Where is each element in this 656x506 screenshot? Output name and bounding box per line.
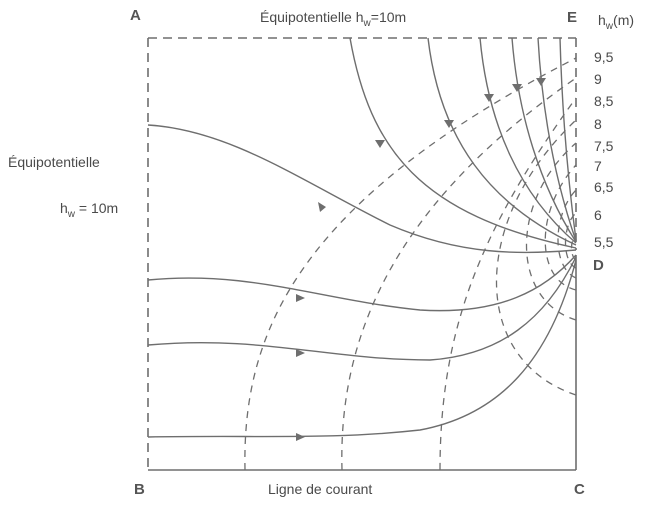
bottom-streamline-label: Ligne de courant bbox=[268, 481, 372, 497]
head-axis-label: hw(m) bbox=[598, 12, 634, 32]
corner-label-e: E bbox=[567, 9, 577, 26]
top-equipotential-label: Équipotentielle hw=10m bbox=[260, 9, 406, 29]
streamline bbox=[147, 256, 577, 361]
corner-label-a: A bbox=[130, 7, 141, 24]
equipotential-line bbox=[495, 119, 577, 396]
equipotential-line bbox=[439, 97, 577, 471]
streamline bbox=[147, 254, 577, 312]
flow-arrow bbox=[484, 94, 494, 102]
streamline bbox=[147, 124, 577, 254]
flow-arrow bbox=[318, 202, 326, 212]
head-tick-label: 9,5 bbox=[594, 49, 614, 65]
streamline bbox=[147, 259, 577, 438]
streamline bbox=[511, 37, 577, 243]
equipotential-line bbox=[244, 57, 577, 471]
left-head-label: hw = 10m bbox=[60, 200, 118, 220]
flow-arrow bbox=[296, 294, 305, 302]
equipotential-line bbox=[544, 164, 577, 291]
equipotential-line bbox=[341, 77, 577, 471]
flow-arrow bbox=[444, 120, 454, 128]
corner-label-c: C bbox=[574, 481, 585, 498]
equipotential-line bbox=[557, 189, 577, 279]
streamline bbox=[479, 37, 577, 244]
streamline bbox=[537, 37, 577, 242]
flow-arrow bbox=[375, 140, 385, 148]
head-tick-label: 8,5 bbox=[594, 93, 614, 109]
streamline bbox=[427, 37, 577, 246]
streamline bbox=[559, 37, 577, 241]
left-equipotential-label: Équipotentielle bbox=[8, 154, 100, 170]
corner-label-b: B bbox=[134, 481, 145, 498]
head-tick-label: 6,5 bbox=[594, 179, 614, 195]
corner-label-d: D bbox=[593, 257, 604, 274]
head-tick-label: 5,5 bbox=[594, 234, 614, 250]
flow-arrow bbox=[296, 349, 305, 357]
head-tick-label: 7,5 bbox=[594, 138, 614, 154]
streamline bbox=[349, 37, 577, 249]
head-tick-label: 7 bbox=[594, 158, 602, 174]
head-tick-label: 8 bbox=[594, 116, 602, 132]
flow-arrow bbox=[296, 433, 305, 441]
head-tick-label: 9 bbox=[594, 71, 602, 87]
head-tick-label: 6 bbox=[594, 207, 602, 223]
equipotential-line bbox=[526, 142, 577, 321]
flow-arrow bbox=[512, 84, 522, 92]
flow-arrow bbox=[536, 78, 546, 86]
